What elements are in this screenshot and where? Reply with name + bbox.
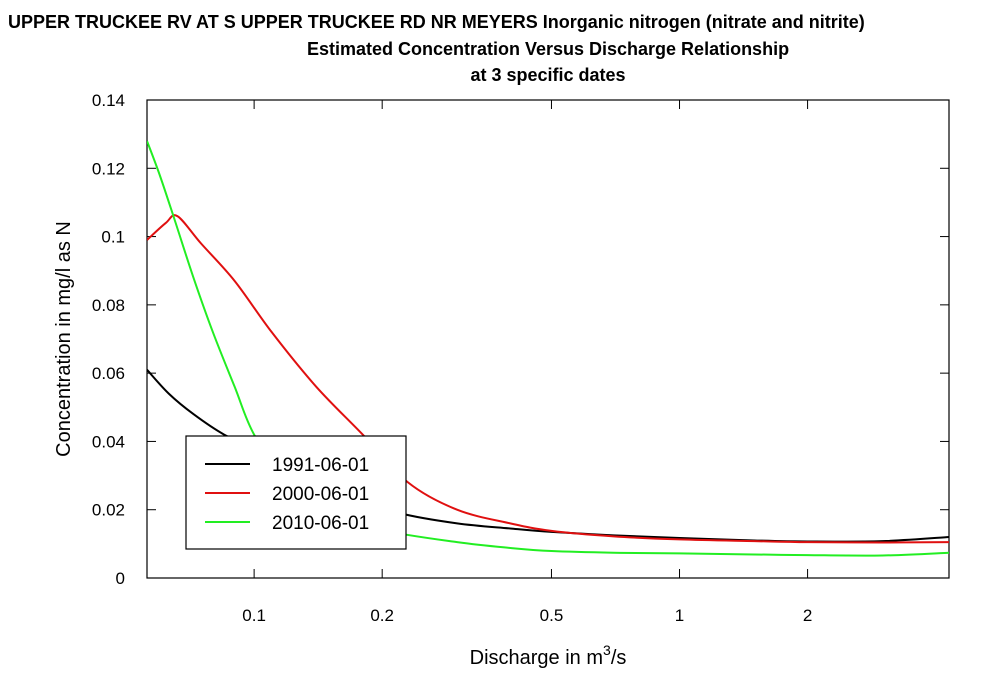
x-axis-label: Discharge in m3/s [470,642,627,669]
y-tick-label: 0.1 [101,228,125,247]
x-tick-label: 2 [803,606,812,625]
x-axis-label-suffix: /s [611,647,627,669]
legend-label-2000: 2000-06-01 [272,484,369,505]
chart-title: UPPER TRUCKEE RV AT S UPPER TRUCKEE RD N… [8,12,865,32]
x-tick-label: 0.1 [242,606,266,625]
y-tick-label: 0.06 [92,364,125,383]
legend-label-1991: 1991-06-01 [272,455,369,476]
axis-ticks [147,99,949,579]
legend: 1991-06-01 2000-06-01 2010-06-01 [185,435,407,550]
y-tick-label: 0.04 [92,432,125,451]
x-tick-label: 0.5 [540,606,564,625]
plot-frame [146,99,950,579]
y-tick-label: 0.02 [92,501,125,520]
y-tick-label: 0 [116,569,125,588]
x-axis-label-prefix: Discharge in m [470,647,603,669]
chart-subtitle: Estimated Concentration Versus Discharge… [307,39,789,59]
axis-tick-labels: 0 0.02 0.04 0.06 0.08 0.1 0.12 0.14 0.1 0.2 0.5 1 2 [92,91,812,625]
chart-subtitle-2: at 3 specific dates [470,65,625,85]
legend-label-2010: 2010-06-01 [272,513,369,534]
y-tick-label: 0.14 [92,91,125,110]
series-line-2000-06-01 [147,214,949,544]
y-tick-label: 0.12 [92,159,125,178]
y-tick-label: 0.08 [92,296,125,315]
x-axis-label-superscript: 3 [603,642,611,658]
x-tick-label: 0.2 [370,606,394,625]
y-axis-label: Concentration in mg/l as N [53,221,75,457]
x-tick-label: 1 [675,606,684,625]
